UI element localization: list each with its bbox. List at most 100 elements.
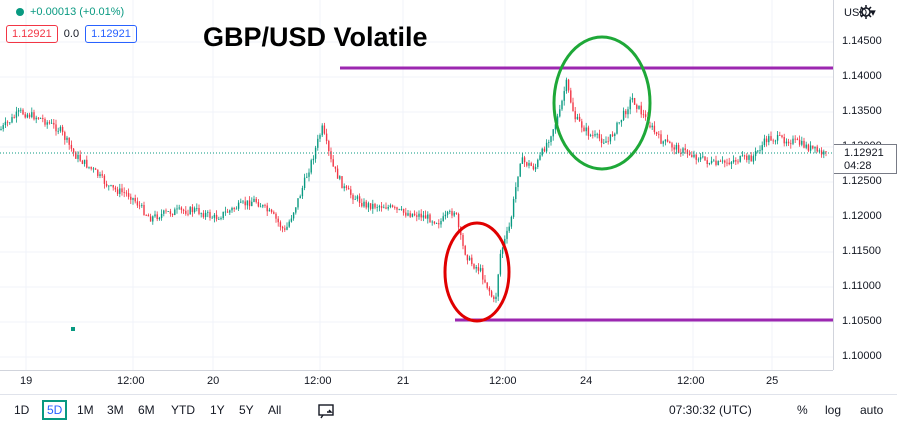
candle-body [13,117,15,118]
candle-body [363,201,365,207]
candle-body [138,205,141,207]
candle-body [812,145,814,149]
candle-body [328,141,330,152]
candle-body [147,215,150,217]
candle-body [526,162,528,166]
candle-body [644,114,647,117]
candle-body [6,121,9,123]
candle-body [288,221,290,227]
candle-body [112,185,114,188]
candle-body [823,151,825,155]
candle-body [721,160,724,162]
candle-body [818,150,821,152]
candle-body [803,140,805,148]
candle-body [779,135,781,136]
candle-body [449,211,451,212]
candle-body [273,212,275,214]
log-toggle[interactable]: log [825,403,842,417]
candle-body [72,148,75,153]
candle-body [160,213,163,218]
candle-body [268,209,271,212]
candle-body [809,145,812,151]
candle-body [83,159,86,164]
candle-body [358,196,361,203]
candle-body [814,146,816,149]
candle-body [387,207,389,209]
chart-pane[interactable]: +0.00013 (+0.01%) 1.12921 0.0 1.12921 GB… [0,0,833,370]
candle-body [33,112,35,120]
candle-body [713,160,715,162]
candle-body [768,136,770,143]
price-tick-label: 1.14000 [842,70,882,82]
candle-body [68,137,70,145]
candle-body [440,221,442,225]
range-button-1y[interactable]: 1Y [210,403,225,417]
percent-toggle[interactable]: % [797,403,808,417]
countdown-value: 04:28 [844,160,872,172]
range-button-5y[interactable]: 5Y [239,403,254,417]
candle-body [807,144,810,151]
buy-button[interactable]: 1.12921 [85,25,137,43]
candle-body [17,110,20,112]
range-button-5d[interactable]: 5D [42,400,68,420]
candle-body [697,159,700,161]
utc-clock[interactable]: 07:30:32 (UTC) [669,403,752,417]
candle-body [633,98,636,105]
time-tick-label: 12:00 [117,375,145,387]
change-row: +0.00013 (+0.01%) [6,6,137,18]
candle-body [26,114,29,118]
compare-icon[interactable] [318,403,336,419]
candle-body [149,216,152,222]
price-scale[interactable]: USD ▾ 1.145001.140001.135001.130001.1250… [833,0,897,370]
candle-body [739,156,741,162]
candle-body [277,218,279,223]
candle-body [42,118,44,119]
candle-body [352,194,354,200]
candle-body [757,150,759,152]
range-button-3m[interactable]: 3M [107,403,124,417]
candle-body [180,207,183,210]
auto-toggle[interactable]: auto [860,403,884,417]
range-button-ytd[interactable]: YTD [171,403,195,417]
candle-body [189,207,191,215]
candle-body [660,134,662,144]
candle-body [125,192,128,194]
bottom-toolbar: 1D 5D 1M 3M 6M YTD 1Y 5Y All 07:30:32 (UTC) % lo… [0,394,897,426]
sell-button[interactable]: 1.12921 [6,25,58,43]
candle-body [567,79,570,91]
candle-body [796,139,799,140]
candle-body [339,176,341,179]
candle-body [816,146,818,152]
candle-body [554,124,557,130]
candle-body [752,156,755,162]
range-button-1d[interactable]: 1D [14,403,30,417]
candle-body [251,201,253,207]
range-button-all[interactable]: All [268,403,282,417]
candle-body [629,99,631,110]
candle-body [323,125,326,134]
range-button-6m[interactable]: 6M [138,403,155,417]
candle-body [97,169,99,176]
candle-body [515,187,517,199]
candle-body [798,139,801,145]
range-button-1m[interactable]: 1M [77,403,94,417]
candle-body [50,122,53,124]
candle-body [435,223,438,224]
candle-body [504,238,506,248]
candle-body [413,213,416,216]
candle-body [123,192,125,193]
candle-body [92,168,95,170]
candle-body [244,201,246,206]
candle-body [655,132,658,134]
candle-body [374,203,376,208]
candle-body [341,176,343,189]
gear-icon[interactable] [858,4,874,20]
candle-body [31,112,33,118]
candle-body [409,213,411,217]
candle-body [158,217,161,220]
candle-body [2,125,4,130]
price-chart[interactable] [0,0,833,370]
time-axis[interactable]: 19 12:00 20 12:00 21 12:00 24 12:00 25 [0,5,873,394]
candle-body [484,279,486,283]
candle-body [35,117,37,120]
